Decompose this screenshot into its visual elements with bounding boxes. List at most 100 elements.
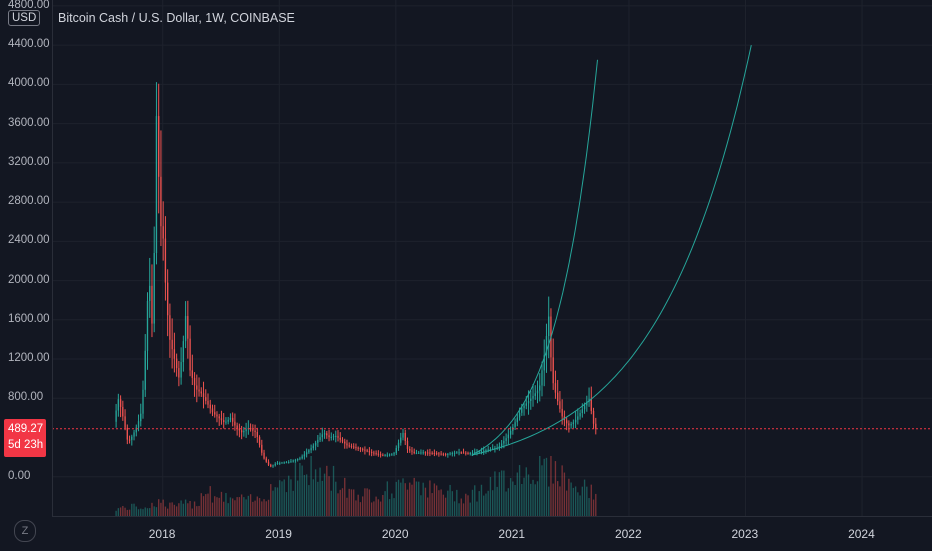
volume-bar xyxy=(234,500,236,516)
candle-body xyxy=(557,392,559,402)
candle-body xyxy=(474,452,476,454)
bar-countdown: 5d 23h xyxy=(8,439,44,451)
y-tick-label: 1600.00 xyxy=(8,312,50,325)
volume-bar xyxy=(525,467,527,516)
candle-body xyxy=(424,452,427,454)
volume-bar xyxy=(140,508,142,516)
volume-bar xyxy=(568,478,570,516)
volume-bar xyxy=(328,476,330,516)
currency-button[interactable]: USD xyxy=(8,10,41,26)
candle-body xyxy=(283,462,285,464)
candle-body xyxy=(135,427,137,433)
candle-body xyxy=(483,450,485,452)
candle-body xyxy=(175,358,178,369)
volume-bar xyxy=(115,510,117,516)
candle-body xyxy=(572,422,575,424)
volume-bar xyxy=(424,487,427,516)
volume-bar xyxy=(444,497,447,516)
volume-bar xyxy=(364,488,366,516)
volume-bar xyxy=(581,486,584,516)
volume-bar xyxy=(164,506,167,516)
time-axis[interactable] xyxy=(52,516,932,551)
candle-body xyxy=(310,448,312,451)
volume-bar xyxy=(231,498,234,516)
candle-body xyxy=(220,418,223,421)
volume-bar xyxy=(131,503,133,516)
candle-body xyxy=(270,464,272,467)
candle-body xyxy=(559,401,561,409)
volume-bar xyxy=(166,508,169,516)
candle-body xyxy=(577,416,579,420)
volume-bar xyxy=(577,492,579,516)
candle-body xyxy=(518,412,521,418)
volume-bar xyxy=(465,493,467,516)
y-tick-label: 4000.00 xyxy=(8,77,50,90)
candle-body xyxy=(595,423,597,429)
volume-bar xyxy=(368,489,371,516)
trend-curve xyxy=(471,59,598,456)
volume-bar xyxy=(514,484,516,516)
volume-bar xyxy=(552,483,554,516)
candle-body xyxy=(146,300,149,351)
volume-bar xyxy=(341,488,344,516)
candle-body xyxy=(509,430,512,435)
x-tick-label: 2024 xyxy=(848,527,875,541)
candle-body xyxy=(471,452,474,454)
current-price-value: 489.27 xyxy=(8,423,44,435)
volume-bar xyxy=(160,502,162,516)
current-price-tag: 489.27 5d 23h xyxy=(4,419,46,457)
candle-body xyxy=(536,390,539,394)
volume-bar xyxy=(572,487,575,516)
candle-body xyxy=(151,285,153,324)
candle-body xyxy=(456,452,458,454)
candle-body xyxy=(205,397,207,401)
volume-bar xyxy=(243,497,245,516)
candle-body xyxy=(321,434,323,438)
volume-bar xyxy=(290,479,292,516)
candle-body xyxy=(382,454,384,456)
volume-bar xyxy=(267,499,270,516)
candle-body xyxy=(492,448,494,450)
candle-body xyxy=(426,452,429,454)
volume-bar xyxy=(175,506,178,516)
candle-body xyxy=(200,391,202,394)
zoom-toggle-button[interactable]: Z xyxy=(14,520,36,542)
candle-body xyxy=(503,440,505,444)
volume-bar xyxy=(350,489,353,516)
candle-body xyxy=(339,437,341,440)
volume-bar xyxy=(530,483,532,516)
volume-bar xyxy=(151,502,153,516)
candle-body xyxy=(140,413,142,422)
y-tick-label: 3600.00 xyxy=(8,116,50,129)
volume-bar xyxy=(402,478,404,516)
candle-body xyxy=(126,427,128,440)
candle-body xyxy=(391,454,393,456)
volume-bar xyxy=(135,506,137,516)
volume-bar xyxy=(415,481,418,516)
volume-bar xyxy=(332,465,335,516)
candle-body xyxy=(281,462,283,464)
candle-body xyxy=(574,419,577,423)
volume-bar xyxy=(586,486,588,516)
candle-body xyxy=(189,338,191,371)
candle-body xyxy=(214,412,216,415)
candle-body xyxy=(223,420,225,423)
volume-bar xyxy=(592,499,595,516)
candle-body xyxy=(131,436,133,440)
candle-body xyxy=(377,453,380,455)
volume-bar xyxy=(485,493,487,516)
volume-bar xyxy=(588,498,590,516)
candle-body xyxy=(301,456,303,459)
candle-body xyxy=(534,393,536,397)
volume-bar xyxy=(252,501,254,516)
y-tick-label: 2800.00 xyxy=(8,195,50,208)
candle-body xyxy=(348,445,350,447)
candle-body xyxy=(429,452,431,454)
volume-bar xyxy=(117,508,120,516)
volume-bar xyxy=(133,503,135,516)
candle-body xyxy=(326,433,328,436)
candle-body xyxy=(119,399,122,407)
candle-body xyxy=(180,362,182,378)
candle-body xyxy=(314,442,317,446)
